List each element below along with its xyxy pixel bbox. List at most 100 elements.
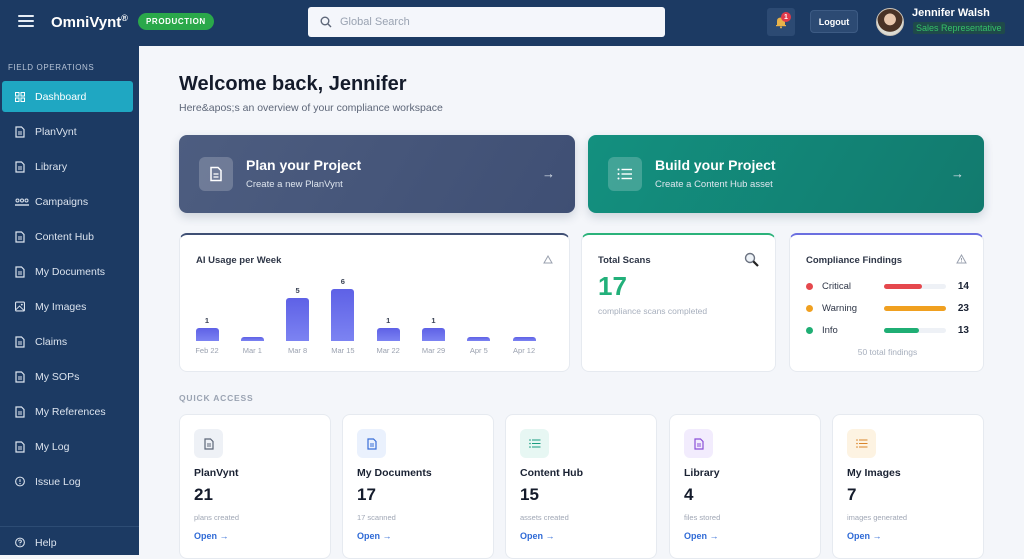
sidebar-item-label: Claims: [35, 335, 68, 348]
finding-label: Info: [822, 324, 838, 336]
usage-bar: [512, 334, 536, 341]
document-icon: [684, 429, 713, 458]
card-title: Compliance Findings: [806, 255, 903, 266]
bar: [331, 289, 355, 341]
build-project-card[interactable]: Build your Project Create a Content Hub …: [588, 135, 984, 213]
search-input[interactable]: [340, 16, 640, 28]
people-icon: [15, 196, 29, 208]
bar: [512, 337, 536, 341]
bar: [286, 297, 310, 341]
menu-icon[interactable]: [18, 15, 34, 29]
open-link[interactable]: Open →: [847, 531, 882, 541]
sidebar-item-label: Dashboard: [35, 90, 87, 103]
quick-access-subtitle: images generated: [847, 513, 908, 522]
quick-access-content-hub[interactable]: Content Hub 15 assets created Open →: [505, 414, 657, 559]
magnifier-icon: [744, 252, 759, 267]
usage-bar: 1: [195, 316, 219, 341]
document-icon: [194, 429, 223, 458]
sidebar-item-issue-log[interactable]: Issue Log: [2, 466, 133, 497]
quick-access-name: My Images: [847, 467, 901, 479]
sidebar-item-campaigns[interactable]: Campaigns: [2, 186, 133, 217]
usage-bar: 6: [331, 277, 355, 341]
page-title: Welcome back, Jennifer: [179, 73, 407, 95]
list-icon: [608, 157, 642, 191]
list-icon: [847, 429, 876, 458]
sidebar-item-label: My Log: [35, 440, 70, 453]
bar-x-label: Mar 15: [331, 346, 355, 355]
brand-name: OmniVynt: [51, 14, 122, 31]
quick-access-my-documents[interactable]: My Documents 17 17 scanned Open →: [342, 414, 494, 559]
sidebar-item-dashboard[interactable]: Dashboard: [2, 81, 133, 112]
finding-count: 23: [957, 302, 969, 314]
bar-x-label: Mar 8: [288, 346, 308, 355]
sidebar-item-planvynt[interactable]: PlanVynt: [2, 116, 133, 147]
grid-icon: [15, 91, 25, 103]
quick-access-value: 4: [684, 485, 694, 504]
quick-access-planvynt[interactable]: PlanVynt 21 plans created Open →: [179, 414, 331, 559]
quick-access-library[interactable]: Library 4 files stored Open →: [669, 414, 821, 559]
notifications-button[interactable]: 1: [767, 8, 795, 36]
sidebar-item-claims[interactable]: Claims: [2, 326, 133, 357]
card-title: AI Usage per Week: [196, 255, 282, 266]
quick-access-name: My Documents: [357, 467, 432, 479]
sidebar-item-label: My Documents: [35, 265, 106, 278]
warning-dot: [806, 304, 813, 312]
usage-bar: 5: [286, 286, 310, 341]
document-icon: [15, 160, 25, 173]
arrow-right-icon: →: [951, 166, 964, 181]
sidebar-item-my-documents[interactable]: My Documents: [2, 256, 133, 287]
bar-x-label: Feb 22: [195, 346, 219, 355]
usage-bar: [467, 334, 491, 341]
quick-access-value: 7: [847, 485, 857, 504]
open-link[interactable]: Open →: [520, 531, 555, 541]
open-link[interactable]: Open →: [357, 531, 392, 541]
avatar[interactable]: [876, 8, 904, 36]
bar-value-label: 6: [340, 277, 345, 286]
document-icon: [15, 335, 25, 348]
finding-bar: [884, 283, 946, 289]
image-icon: [15, 301, 25, 313]
quick-access-subtitle: plans created: [194, 513, 240, 522]
document-icon: [15, 265, 25, 278]
bar: [422, 328, 445, 341]
finding-label: Critical: [822, 280, 852, 292]
bar: [195, 328, 219, 341]
brand-mark: ®: [121, 13, 128, 23]
sidebar-item-content-hub[interactable]: Content Hub: [2, 221, 133, 252]
triangle-icon: [543, 255, 553, 264]
sidebar-item-label: My References: [35, 405, 106, 418]
quick-access-value: 15: [520, 485, 539, 504]
info-dot: [806, 326, 813, 334]
quick-access-value: 21: [194, 485, 213, 504]
sidebar-section-title: FIELD OPERATIONS: [8, 63, 95, 72]
sidebar-item-my-references[interactable]: My References: [2, 396, 133, 427]
bar-value-label: 1: [431, 316, 436, 325]
global-search[interactable]: [308, 7, 665, 37]
document-icon: [15, 370, 25, 383]
finding-row-warning: Warning 23: [806, 301, 971, 315]
user-name: Jennifer Walsh: [912, 7, 990, 19]
document-icon: [199, 157, 233, 191]
open-link[interactable]: Open →: [684, 531, 719, 541]
plan-project-card[interactable]: Plan your Project Create a new PlanVynt …: [179, 135, 575, 213]
quick-access-subtitle: assets created: [520, 513, 569, 522]
ai-usage-card: AI Usage per Week 1 Feb 22 Mar 1 5 Mar 8 6 Mar…: [179, 233, 570, 372]
logout-button[interactable]: Logout: [810, 10, 858, 33]
usage-bar: 1: [376, 316, 400, 341]
critical-dot: [806, 282, 813, 290]
quick-access-subtitle: 17 scanned: [357, 513, 396, 522]
environment-badge: PRODUCTION: [138, 13, 214, 30]
sidebar-item-my-sops[interactable]: My SOPs: [2, 361, 133, 392]
hero-subtitle: Create a Content Hub asset: [655, 179, 773, 190]
bar-x-label: Mar 29: [421, 346, 446, 355]
sidebar-item-my-images[interactable]: My Images: [2, 291, 133, 322]
sidebar-item-my-log[interactable]: My Log: [2, 431, 133, 462]
sidebar-item-help[interactable]: Help: [2, 527, 133, 558]
sidebar-item-library[interactable]: Library: [2, 151, 133, 182]
bar-x-label: Apr 12: [513, 346, 536, 355]
quick-access-my-images[interactable]: My Images 7 images generated Open →: [832, 414, 984, 559]
bar: [467, 337, 491, 341]
open-link[interactable]: Open →: [194, 531, 229, 541]
sidebar-item-label: Help: [35, 536, 57, 549]
bar: [240, 337, 264, 341]
